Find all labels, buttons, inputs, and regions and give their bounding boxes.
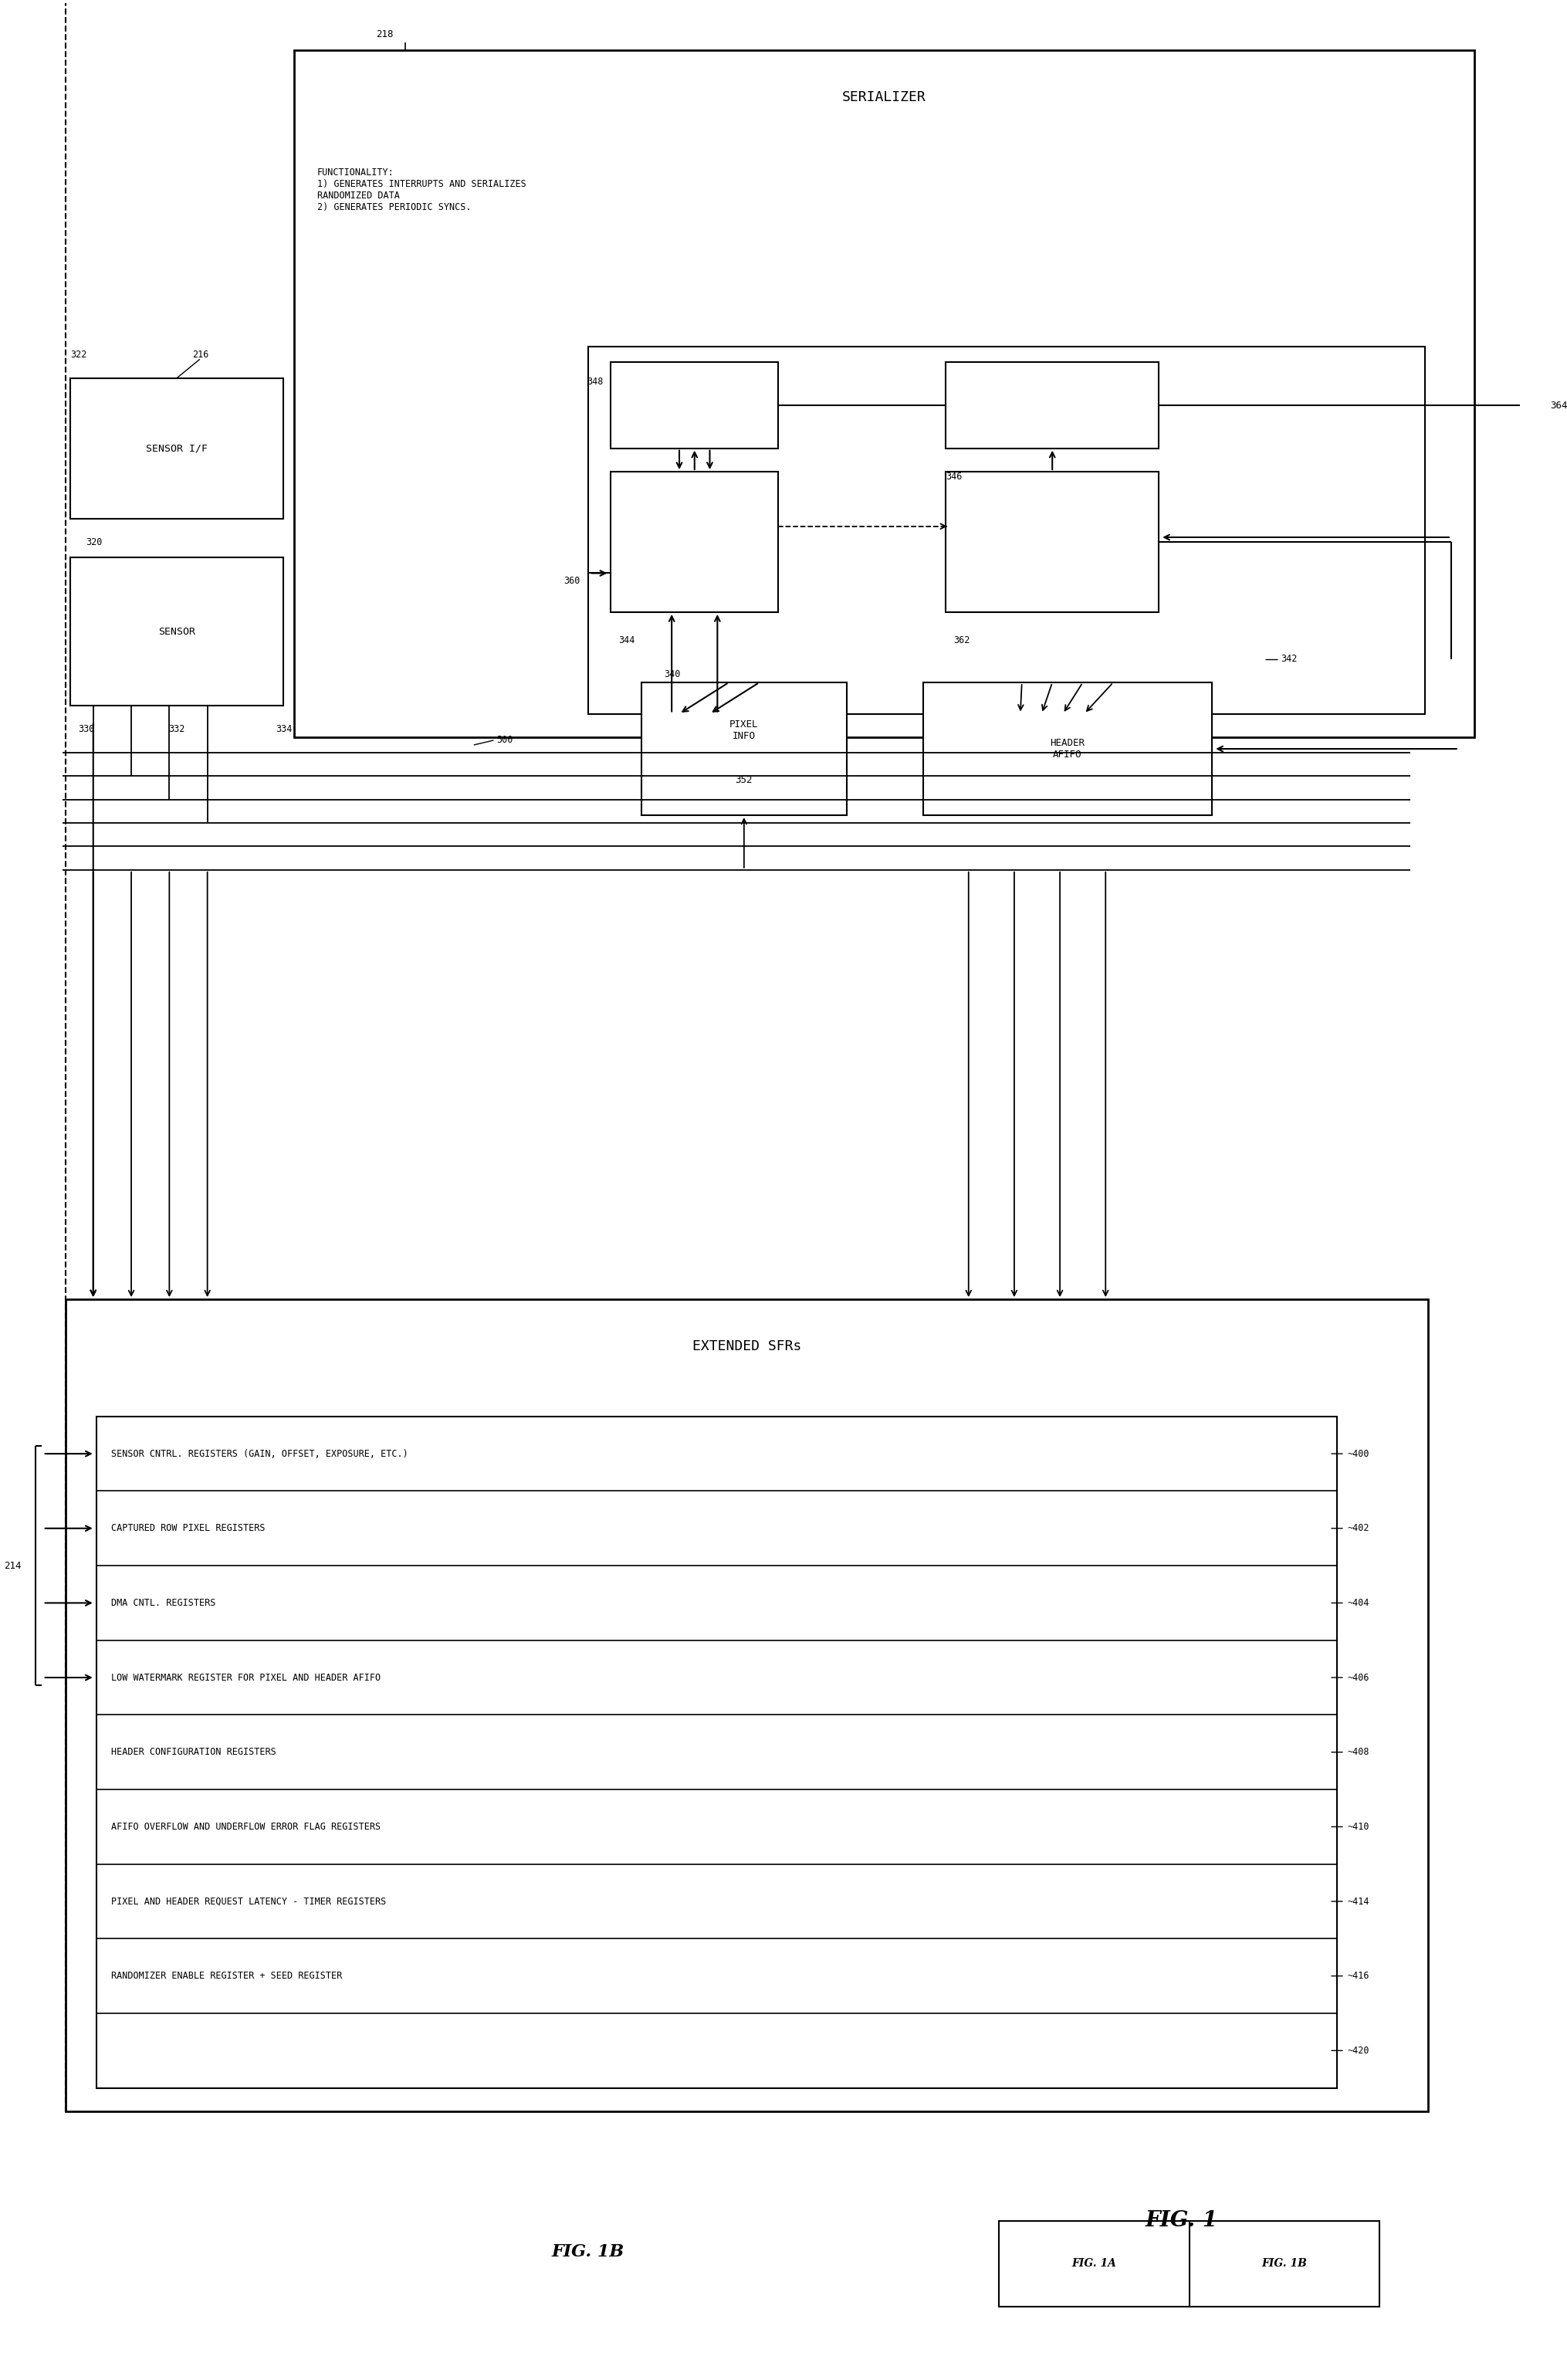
Text: ~414: ~414 [1348,1897,1370,1906]
Bar [611,471,779,612]
Text: 218: 218 [376,29,393,40]
Bar [923,683,1213,816]
Text: 342: 342 [1280,654,1297,664]
Text: LOW WATERMARK REGISTER FOR PIXEL AND HEADER AFIFO: LOW WATERMARK REGISTER FOR PIXEL AND HEA… [111,1673,381,1683]
Bar [96,1416,1337,2087]
Text: 334: 334 [276,724,293,735]
Text: HEADER CONFIGURATION REGISTERS: HEADER CONFIGURATION REGISTERS [111,1747,276,1756]
Text: 340: 340 [664,669,680,681]
Bar [946,471,1160,612]
Text: ~420: ~420 [1348,2044,1370,2056]
Text: 352: 352 [735,776,752,785]
Text: CAPTURED ROW PIXEL REGISTERS: CAPTURED ROW PIXEL REGISTERS [111,1523,265,1533]
Text: 216: 216 [193,350,208,359]
Text: PIXEL
INFO: PIXEL INFO [730,719,758,740]
Text: 332: 332 [169,724,185,735]
Text: SERIALIZER: SERIALIZER [841,90,926,105]
Bar [66,1299,1429,2111]
Text: FIG. 1A: FIG. 1A [1072,2259,1117,2268]
Text: 320: 320 [86,538,102,547]
Text: 348: 348 [586,376,603,388]
Text: ~410: ~410 [1348,1821,1370,1833]
Text: 360: 360 [564,576,580,585]
Text: 344: 344 [619,635,635,645]
Text: FUNCTIONALITY:
1) GENERATES INTERRUPTS AND SERIALIZES
RANDOMIZED DATA
2) GENERAT: FUNCTIONALITY: 1) GENERATES INTERRUPTS A… [317,167,527,212]
Text: 362: 362 [953,635,970,645]
Text: ~400: ~400 [1348,1449,1370,1459]
Text: ~404: ~404 [1348,1597,1370,1609]
Text: FIG. 1B: FIG. 1B [552,2244,624,2261]
Text: FIG. 1: FIG. 1 [1145,2211,1218,2230]
Text: DMA CNTL. REGISTERS: DMA CNTL. REGISTERS [111,1597,216,1609]
Text: SENSOR I/F: SENSOR I/F [146,443,208,452]
Bar [71,557,284,707]
Bar [1000,2221,1379,2306]
Text: ~402: ~402 [1348,1523,1370,1533]
Text: 330: 330 [78,724,94,735]
Bar [946,362,1160,447]
Text: ~416: ~416 [1348,1971,1370,1980]
Text: HEADER
AFIFO: HEADER AFIFO [1050,738,1084,759]
Bar [71,378,284,519]
Text: 214: 214 [3,1561,22,1571]
Bar [641,683,846,816]
Bar [588,347,1426,714]
Text: SENSOR: SENSOR [158,626,196,638]
Text: SENSOR CNTRL. REGISTERS (GAIN, OFFSET, EXPOSURE, ETC.): SENSOR CNTRL. REGISTERS (GAIN, OFFSET, E… [111,1449,409,1459]
Text: EXTENDED SFRs: EXTENDED SFRs [693,1340,802,1354]
Text: ~406: ~406 [1348,1673,1370,1683]
Bar [611,362,779,447]
Text: 500: 500 [497,735,512,745]
Text: RANDOMIZER ENABLE REGISTER + SEED REGISTER: RANDOMIZER ENABLE REGISTER + SEED REGIST… [111,1971,343,1980]
Text: 322: 322 [71,350,86,359]
Text: 346: 346 [946,471,962,481]
Text: 364: 364 [1550,400,1567,409]
Text: FIG. 1B: FIG. 1B [1261,2259,1307,2268]
Text: PIXEL AND HEADER REQUEST LATENCY - TIMER REGISTERS: PIXEL AND HEADER REQUEST LATENCY - TIMER… [111,1897,387,1906]
Text: AFIFO OVERFLOW AND UNDERFLOW ERROR FLAG REGISTERS: AFIFO OVERFLOW AND UNDERFLOW ERROR FLAG … [111,1821,381,1833]
Bar [295,50,1475,738]
Text: ~408: ~408 [1348,1747,1370,1756]
